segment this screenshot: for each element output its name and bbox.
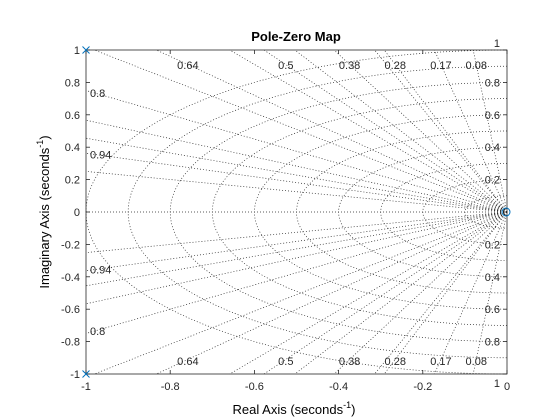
- damping-ray-lower-9: [294, 211, 508, 375]
- x-tick-label-4: -0.2: [413, 381, 432, 393]
- damping-label-top-2: 0.38: [339, 60, 360, 72]
- damping-label-top-3: 0.28: [385, 60, 406, 72]
- damping-ray-upper-6: [85, 90, 508, 213]
- grid-layer: [85, 49, 508, 375]
- zero-marker-0: [501, 207, 511, 217]
- damping-ray-upper-5: [156, 49, 508, 213]
- x-tick-label-5: 0: [504, 381, 510, 393]
- damping-ray-lower-10: [229, 211, 508, 375]
- frequency-arc-4: [296, 130, 508, 294]
- damping-ray-lower-2: [383, 211, 508, 375]
- damping-label-bottom-1: 0.5: [278, 356, 293, 368]
- damping-ray-lower-13: [85, 211, 508, 287]
- damping-ray-lower-1: [434, 211, 508, 375]
- pole-marker-stroke-b: [82, 46, 90, 54]
- x-tick-label-2: -0.6: [245, 381, 264, 393]
- damping-ray-upper-14: [85, 171, 508, 213]
- damping-ray-upper-9: [294, 49, 508, 213]
- damping-label-left-upper-0: 0.8: [90, 88, 105, 100]
- damping-ray-upper-1: [434, 49, 508, 213]
- damping-label-bottom-5: 0.08: [466, 356, 487, 368]
- damping-ray-lower-8: [374, 211, 508, 375]
- x-tick-label-3: -0.4: [329, 381, 348, 393]
- pole-marker-1: [82, 370, 90, 378]
- damping-ray-lower-3: [333, 211, 508, 375]
- damping-ray-lower-4: [263, 211, 508, 375]
- damping-label-top-5: 0.08: [466, 60, 487, 72]
- damping-label-left-lower-0: 0.8: [90, 326, 105, 338]
- frequency-arc-6: [211, 98, 508, 326]
- y-tick-label-8: 0.6: [65, 110, 80, 122]
- damping-ray-lower-11: [94, 211, 508, 375]
- frequency-arc-8: [127, 65, 508, 359]
- frequency-arc-3: [338, 146, 508, 278]
- damping-ray-upper-13: [85, 137, 508, 213]
- grid-label-layer: 0.64 0.64 0.5 0.5 0.38 0.38 0.28 0.28 0.17 0.17 0.…: [90, 38, 500, 390]
- frequency-label-lower-4: 1: [494, 378, 500, 390]
- damping-ray-lower-7: [85, 211, 508, 272]
- frequency-arc-7: [169, 82, 508, 342]
- damping-ray-lower-0: [472, 211, 508, 375]
- y-axis-label: Imaginary Axis (seconds-1): [35, 135, 52, 288]
- y-tick-label-4: -0.2: [61, 239, 80, 251]
- y-tick-label-6: 0.2: [65, 175, 80, 187]
- damping-ray-lower-14: [85, 211, 508, 253]
- damping-label-top-1: 0.5: [278, 60, 293, 72]
- x-tick-label-0: -1: [81, 381, 91, 393]
- damping-ray-upper-8: [374, 49, 508, 213]
- damping-ray-upper-7: [85, 152, 508, 213]
- x-tick-label-1: -0.8: [161, 381, 180, 393]
- damping-ray-upper-4: [263, 49, 508, 213]
- frequency-label-upper-4: 1: [494, 38, 500, 50]
- frequency-label-lower-1: 0.4: [485, 272, 500, 284]
- y-tick-label-7: 0.4: [65, 142, 80, 154]
- damping-ray-upper-0: [472, 49, 508, 213]
- frequency-label-lower-2: 0.6: [485, 304, 500, 316]
- damping-ray-lower-12: [85, 211, 508, 305]
- damping-ray-upper-10: [229, 49, 508, 213]
- damping-label-left-lower-1: 0.94: [90, 265, 111, 277]
- damping-ray-upper-2: [383, 49, 508, 213]
- y-tick-label-9: 0.8: [65, 77, 80, 89]
- frequency-arc-1: [422, 179, 508, 245]
- pole-marker-0: [82, 46, 90, 54]
- y-tick-label-0: -1: [70, 369, 80, 381]
- frequency-arc-5: [254, 114, 508, 310]
- damping-label-bottom-4: 0.17: [430, 356, 451, 368]
- frequency-arc-2: [380, 163, 508, 261]
- y-tick-label-10: 1: [74, 45, 80, 57]
- damping-ray-upper-11: [94, 49, 508, 213]
- frequency-label-upper-2: 0.6: [485, 110, 500, 122]
- frequency-label-lower-0: 0.2: [485, 239, 500, 251]
- damping-ray-upper-12: [85, 119, 508, 213]
- y-tick-label-3: -0.4: [61, 272, 80, 284]
- markers-layer: [82, 46, 511, 378]
- damping-label-left-upper-1: 0.94: [90, 149, 111, 161]
- damping-label-bottom-0: 0.64: [177, 356, 198, 368]
- x-axis-label: Real Axis (seconds-1): [233, 400, 356, 417]
- frequency-label-upper-0: 0.2: [485, 175, 500, 187]
- y-tick-label-5: 0: [74, 207, 80, 219]
- damping-ray-upper-3: [333, 49, 508, 213]
- damping-label-bottom-2: 0.38: [339, 356, 360, 368]
- damping-label-bottom-3: 0.28: [385, 356, 406, 368]
- y-tick-label-2: -0.6: [61, 304, 80, 316]
- pole-marker-stroke-b: [82, 370, 90, 378]
- frequency-label-upper-3: 0.8: [485, 77, 500, 89]
- frequency-label-upper-1: 0.4: [485, 142, 500, 154]
- damping-label-top-0: 0.64: [177, 60, 198, 72]
- frequency-label-lower-3: 0.8: [485, 337, 500, 349]
- y-tick-label-1: -0.8: [61, 337, 80, 349]
- damping-ray-lower-6: [85, 211, 508, 334]
- frequency-arc-0: [464, 195, 508, 229]
- ticks-layer: -1 -0.8 -0.6 -0.4 -0.2 0 -1 -0.8 -0.6 -0.4 -0.2 0 0.…: [61, 45, 510, 393]
- damping-ray-lower-5: [156, 211, 508, 375]
- damping-label-top-4: 0.17: [430, 60, 451, 72]
- chart-title: Pole-Zero Map: [251, 29, 341, 44]
